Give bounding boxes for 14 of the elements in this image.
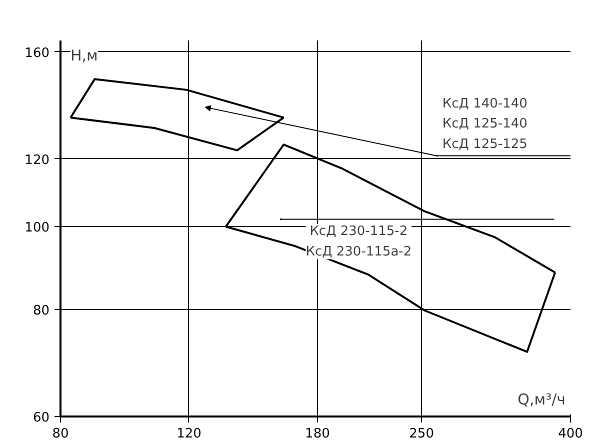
- x-tick-label: 250: [409, 426, 434, 442]
- y-tick-label: 80: [32, 304, 50, 319]
- y-tick-label: 120: [24, 152, 50, 168]
- y-tick-label: 60: [32, 410, 50, 426]
- annotation: КсД 230-115-2 КсД 230-115а-2: [306, 224, 412, 260]
- y-tick-label: 160: [24, 46, 50, 61]
- x-axis-title: Q,м³/ч: [518, 390, 566, 408]
- y-axis-title: H,м: [70, 46, 98, 64]
- x-tick-label: 120: [176, 426, 202, 442]
- annotation: КсД 140-140 КсД 125-140 КсД 125-125: [442, 96, 528, 152]
- y-tick-label: 100: [24, 220, 50, 236]
- x-tick-label: 400: [558, 426, 583, 442]
- x-tick-label: 80: [52, 426, 69, 442]
- x-tick-label: 180: [305, 426, 330, 442]
